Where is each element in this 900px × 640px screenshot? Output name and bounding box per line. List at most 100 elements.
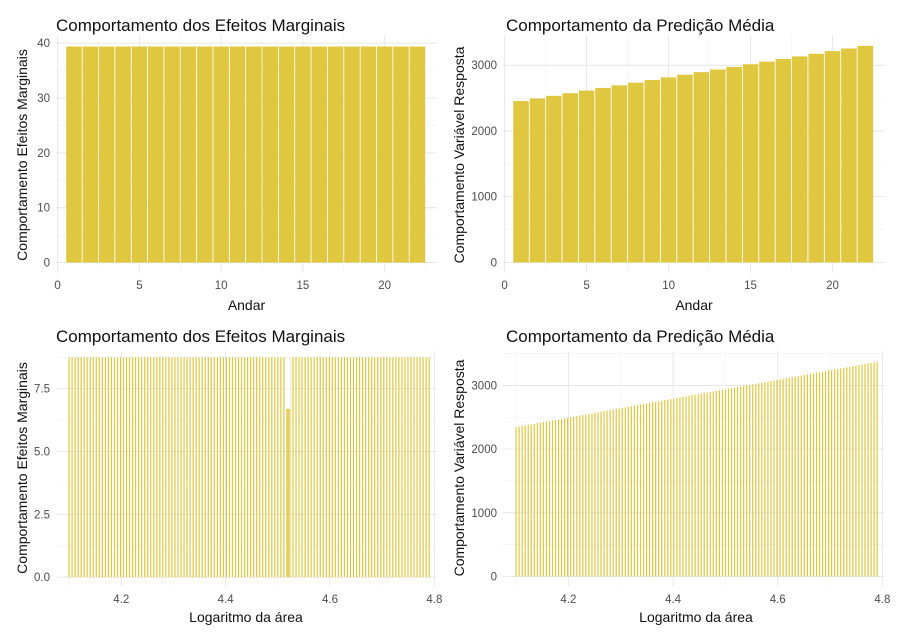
bar <box>277 357 279 578</box>
bar <box>611 85 628 263</box>
bar <box>374 357 376 578</box>
x-tick-labels: 4.2 4.4 4.6 4.8 <box>560 594 890 606</box>
bar <box>759 61 775 263</box>
bar <box>340 357 343 578</box>
y-tick-labels: 0.0 2.5 5.0 7.5 <box>34 384 50 585</box>
x-tick-label: 15 <box>744 280 757 292</box>
bar <box>755 383 757 577</box>
bar <box>773 380 775 577</box>
bar <box>743 385 745 577</box>
bar <box>658 401 660 577</box>
bar <box>358 357 361 578</box>
y-tick-label: 10 <box>37 203 50 215</box>
bar <box>301 357 303 578</box>
bar <box>855 365 857 577</box>
bar <box>752 384 754 577</box>
bar <box>661 400 663 577</box>
bar <box>198 357 200 578</box>
bar <box>346 357 349 578</box>
bar <box>588 413 590 577</box>
bar <box>192 357 194 578</box>
bar <box>697 394 699 577</box>
bar <box>295 357 297 578</box>
bar <box>195 357 197 578</box>
bar <box>386 357 388 578</box>
bar <box>542 422 544 577</box>
bar <box>746 385 748 577</box>
bar <box>564 418 566 577</box>
bar <box>803 374 805 577</box>
bar <box>177 357 179 578</box>
bar <box>344 46 360 263</box>
bar <box>383 357 385 578</box>
bar <box>274 357 276 578</box>
bar <box>122 357 125 578</box>
bar <box>68 357 70 578</box>
bar <box>831 370 833 577</box>
bar <box>546 95 562 263</box>
bar <box>307 357 309 578</box>
chart-title: Comportamento dos Efeitos Marginais <box>56 327 345 346</box>
bar <box>147 46 164 263</box>
bar <box>180 46 197 263</box>
bar <box>295 46 311 263</box>
y-tick-label: 5.0 <box>34 447 50 459</box>
y-tick-labels: 0 1000 2000 3000 <box>471 60 497 269</box>
bar <box>74 357 76 578</box>
bar <box>660 77 677 263</box>
x-tick-label: 5 <box>136 280 142 292</box>
bar <box>86 357 88 578</box>
bar <box>380 357 382 578</box>
bar <box>573 416 575 577</box>
bar <box>371 357 373 578</box>
bars <box>515 361 878 577</box>
chart-title: Comportamento da Predição Média <box>506 327 775 346</box>
bar <box>128 357 131 578</box>
bar <box>673 398 675 577</box>
bar <box>349 357 352 578</box>
bar <box>824 51 841 263</box>
bar <box>246 357 249 578</box>
bar <box>633 405 636 577</box>
bar <box>606 410 608 577</box>
bar <box>328 357 330 578</box>
bar <box>183 357 185 578</box>
bar <box>165 357 167 578</box>
bar <box>352 357 355 578</box>
bar <box>670 399 672 577</box>
bar <box>322 357 324 578</box>
bar <box>171 357 173 578</box>
bar <box>545 421 548 577</box>
y-tick-label: 0 <box>491 257 497 269</box>
bar <box>710 69 726 263</box>
bar <box>600 411 602 577</box>
bar <box>870 362 872 577</box>
bar <box>527 424 529 577</box>
bar <box>125 357 128 578</box>
bar <box>337 357 339 578</box>
x-tick-label: 10 <box>662 280 675 292</box>
bar <box>210 357 212 578</box>
bar <box>234 357 237 578</box>
bar <box>667 399 669 577</box>
bar <box>655 401 657 577</box>
bar <box>393 46 409 263</box>
bar <box>788 377 790 577</box>
bar <box>676 398 678 577</box>
bars <box>513 45 874 263</box>
bar <box>360 46 377 263</box>
bar <box>271 357 273 578</box>
x-tick-label: 4.4 <box>218 594 235 606</box>
bar <box>806 374 808 577</box>
bar <box>80 357 82 578</box>
x-tick-labels: 4.2 4.4 4.6 4.8 <box>113 594 442 606</box>
bar <box>612 409 614 577</box>
bar <box>425 357 427 578</box>
bar <box>539 422 541 577</box>
bar <box>104 357 106 578</box>
bar <box>652 402 654 577</box>
panel-mean-prediction-andar: Comportamento da Predição Média 01000200… <box>451 16 885 313</box>
x-tick-labels: 0 5 10 15 20 <box>501 280 838 292</box>
bar <box>767 381 769 577</box>
bar <box>225 357 228 578</box>
